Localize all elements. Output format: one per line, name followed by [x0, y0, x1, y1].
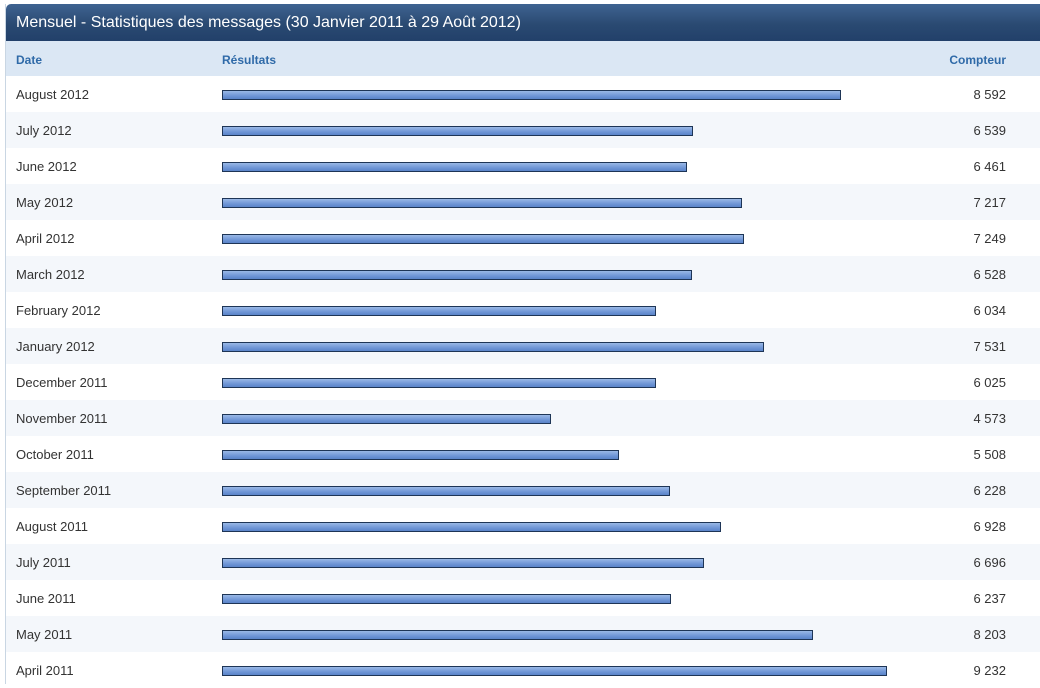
result-bar: [222, 306, 656, 316]
table-row: February 2012 6 034: [6, 292, 1040, 328]
result-bar: [222, 594, 671, 604]
result-bar: [222, 414, 551, 424]
bar-track: [222, 198, 942, 208]
result-bar: [222, 234, 744, 244]
result-bar: [222, 270, 692, 280]
table-row: November 2011 4 573: [6, 400, 1040, 436]
bar-track: [222, 306, 942, 316]
bar-track: [222, 594, 942, 604]
result-bar: [222, 486, 670, 496]
row-count: 6 528: [973, 267, 1006, 282]
table-row: June 2011 6 237: [6, 580, 1040, 616]
row-date: April 2012: [16, 231, 75, 246]
table-row: July 2011 6 696: [6, 544, 1040, 580]
bar-track: [222, 342, 942, 352]
result-bar: [222, 666, 887, 676]
row-date: August 2011: [16, 519, 89, 534]
panel-title: Mensuel - Statistiques des messages (30 …: [6, 4, 1040, 41]
row-count: 7 217: [973, 195, 1006, 210]
row-date: June 2011: [16, 591, 76, 606]
bar-track: [222, 126, 942, 136]
row-date: July 2011: [16, 555, 71, 570]
result-bar: [222, 90, 841, 100]
table-header: Date Résultats Compteur: [6, 41, 1040, 76]
column-header-results: Résultats: [222, 53, 277, 67]
row-date: May 2011: [16, 627, 73, 642]
row-date: November 2011: [16, 411, 108, 426]
table-row: June 2012 6 461: [6, 148, 1040, 184]
bar-track: [222, 414, 942, 424]
table-row: July 2012 6 539: [6, 112, 1040, 148]
bar-track: [222, 378, 942, 388]
result-bar: [222, 450, 619, 460]
bar-track: [222, 162, 942, 172]
row-count: 6 539: [973, 123, 1006, 138]
table-row: August 2012 8 592: [6, 76, 1040, 112]
table-row: March 2012 6 528: [6, 256, 1040, 292]
row-date: December 2011: [16, 375, 108, 390]
monthly-stats-panel: Mensuel - Statistiques des messages (30 …: [5, 4, 1040, 688]
table-row: September 2011 6 228: [6, 472, 1040, 508]
result-bar: [222, 630, 813, 640]
row-count: 4 573: [973, 411, 1006, 426]
row-count: 6 025: [973, 375, 1006, 390]
table-row: May 2011 8 203: [6, 616, 1040, 652]
bar-track: [222, 450, 942, 460]
row-date: March 2012: [16, 267, 85, 282]
row-date: June 2012: [16, 159, 77, 174]
row-count: 6 228: [973, 483, 1006, 498]
bar-track: [222, 666, 942, 676]
bar-track: [222, 522, 942, 532]
bar-track: [222, 90, 942, 100]
row-count: 5 508: [973, 447, 1006, 462]
row-date: August 2012: [16, 87, 90, 102]
result-bar: [222, 162, 687, 172]
row-count: 6 461: [973, 159, 1006, 174]
row-date: September 2011: [16, 483, 112, 498]
bar-track: [222, 234, 942, 244]
table-row: October 2011 5 508: [6, 436, 1040, 472]
result-bar: [222, 378, 656, 388]
table-row: January 2012 7 531: [6, 328, 1040, 364]
bar-track: [222, 558, 942, 568]
table-row: December 2011 6 025: [6, 364, 1040, 400]
row-count: 7 531: [973, 339, 1006, 354]
row-count: 6 696: [973, 555, 1006, 570]
table-row: April 2011 9 232: [6, 652, 1040, 688]
row-count: 8 203: [973, 627, 1006, 642]
row-count: 7 249: [973, 231, 1006, 246]
row-count: 8 592: [973, 87, 1006, 102]
row-count: 6 928: [973, 519, 1006, 534]
result-bar: [222, 198, 742, 208]
row-date: April 2011: [16, 663, 74, 678]
result-bar: [222, 558, 704, 568]
bar-track: [222, 630, 942, 640]
column-header-date: Date: [16, 53, 43, 67]
bar-track: [222, 270, 942, 280]
row-count: 9 232: [973, 663, 1006, 678]
row-date: October 2011: [16, 447, 94, 462]
table-row: April 2012 7 249: [6, 220, 1040, 256]
result-bar: [222, 522, 721, 532]
bar-track: [222, 486, 942, 496]
result-bar: [222, 342, 764, 352]
row-date: July 2012: [16, 123, 72, 138]
table-row: August 2011 6 928: [6, 508, 1040, 544]
column-header-count: Compteur: [949, 53, 1006, 67]
result-bar: [222, 126, 693, 136]
stats-table-body: August 2012 8 592 July 2012 6 539 June 2012 6…: [6, 76, 1040, 688]
row-date: May 2012: [16, 195, 74, 210]
table-row: May 2012 7 217: [6, 184, 1040, 220]
row-count: 6 034: [973, 303, 1006, 318]
row-date: January 2012: [16, 339, 95, 354]
row-count: 6 237: [973, 591, 1006, 606]
row-date: February 2012: [16, 303, 101, 318]
